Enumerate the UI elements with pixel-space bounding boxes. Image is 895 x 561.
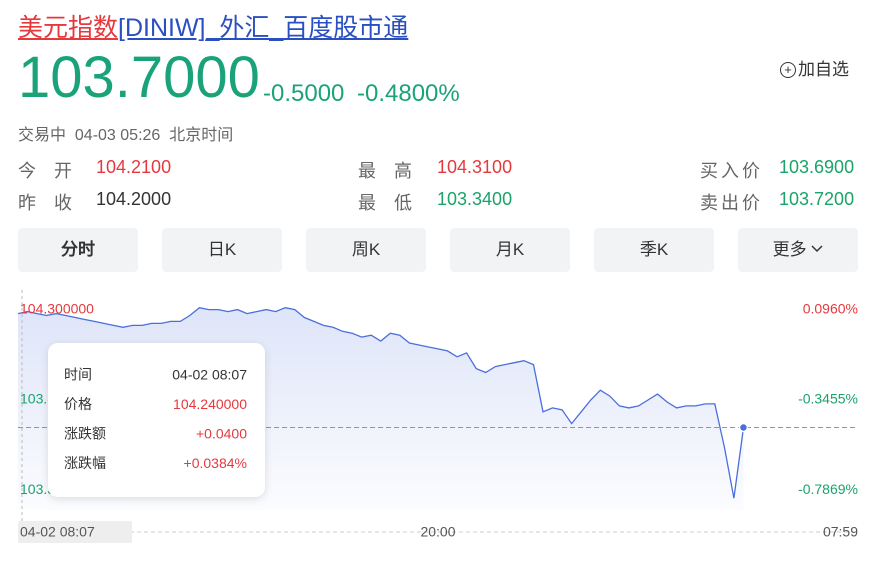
- stat-label: 卖出价: [700, 193, 763, 213]
- stat-value: 104.2000: [96, 189, 172, 209]
- status-text: 交易中: [18, 127, 67, 144]
- add-watch[interactable]: + 加自选: [780, 55, 849, 80]
- stat-value: 103.7200: [779, 189, 855, 209]
- x-tick-label: 07:59: [823, 524, 858, 540]
- title[interactable]: 美元指数[DINIW]_外汇_百度股市通: [18, 8, 408, 44]
- status-time: 04-03 05:26: [74, 127, 161, 144]
- timezone: 北京时间: [169, 127, 234, 144]
- y-tick-label: 104.300000: [20, 300, 94, 316]
- tooltip-value: +0.0384%: [184, 455, 247, 471]
- stat-label: 买入价: [700, 161, 763, 181]
- tab-text[interactable]: 更多: [772, 240, 807, 259]
- status: 交易中 04-03 05:26 北京时间: [18, 121, 233, 145]
- tooltip-label: 时间: [64, 367, 92, 383]
- tooltip-value: 104.240000: [173, 396, 247, 412]
- tooltip-label: 价格: [64, 396, 92, 412]
- title-name[interactable]: 美元指数: [18, 14, 119, 42]
- end-dot: [738, 422, 749, 433]
- tab[interactable]: 分时: [18, 228, 138, 272]
- stat-label: 最 低: [358, 193, 412, 213]
- change-pct: -0.4800%: [357, 80, 460, 107]
- change: -0.5000: [263, 80, 345, 107]
- tab[interactable]: 季K: [594, 228, 714, 272]
- tab[interactable]: 日K: [162, 228, 282, 272]
- tab[interactable]: 周K: [306, 228, 426, 272]
- stat-value: 104.2100: [96, 157, 172, 177]
- tooltip-value: +0.0400: [196, 426, 247, 442]
- stat-value: 104.3100: [437, 157, 513, 177]
- title-rest[interactable]: [DINIW]_外汇_百度股市通: [118, 14, 409, 42]
- stat-value: 103.3400: [437, 189, 513, 209]
- x-tick-label: 04-02 08:07: [20, 524, 95, 540]
- tooltip-value: 04-02 08:07: [172, 367, 247, 383]
- tooltip: 时间 04-02 08:07 价格 104.240000 涨跌额 +0.0400 涨跌幅 +0…: [48, 343, 265, 497]
- y2-tick-label: 0.0960%: [803, 300, 858, 316]
- stat-label: 今 开: [18, 161, 72, 181]
- y2-tick-label: -0.3455%: [798, 391, 858, 407]
- stat-label: 最 高: [358, 161, 412, 181]
- x-label-bg: [18, 521, 132, 543]
- x-tick-label: 20:00: [420, 524, 455, 540]
- stat-value: 103.6900: [779, 157, 855, 177]
- line: [17, 307, 745, 499]
- chevron: [811, 245, 823, 253]
- tab[interactable]: 月K: [450, 228, 570, 272]
- y2-tick-label: -0.7869%: [798, 481, 858, 497]
- price: 103.7000: [18, 45, 260, 110]
- tooltip-label: 涨跌幅: [64, 455, 106, 471]
- tooltip-label: 涨跌额: [64, 426, 106, 442]
- add-watch-text[interactable]: 加自选: [798, 60, 849, 79]
- tooltip-box: [48, 343, 265, 497]
- stat-label: 昨 收: [18, 193, 72, 213]
- tab[interactable]: 更多: [738, 228, 858, 272]
